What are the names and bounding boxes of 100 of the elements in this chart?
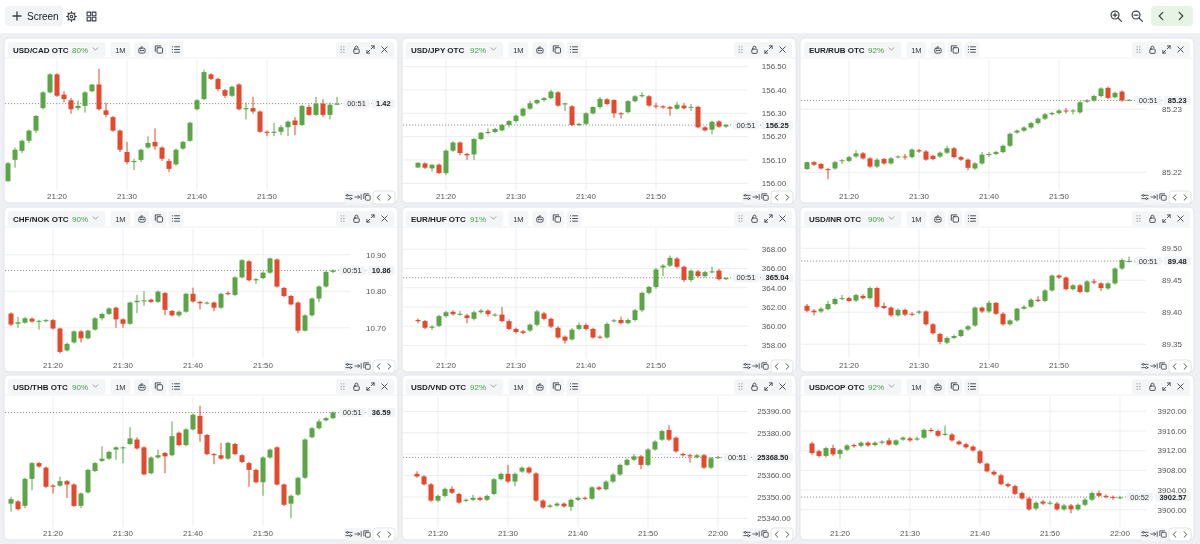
chart-subtitle: 90% [72,214,89,224]
y-tick-label: 364.00 [761,283,787,293]
candlestick [103,102,109,118]
x-tick-label: 21:50 [645,192,667,201]
candlestick [597,334,603,340]
candlestick [457,310,463,317]
candlestick [197,405,203,443]
candlestick [492,312,498,318]
y-tick-label: 358.00 [761,341,787,351]
y-tick-label: 89.45 [1161,276,1183,286]
candlestick [162,291,168,316]
candlestick [951,334,957,340]
candlestick [127,426,133,446]
y-tick-label: 3904.00 [1157,485,1188,495]
y-tick-label: 10.90 [365,250,387,260]
candlestick [837,448,843,460]
x-tick-label: 21:40 [575,361,597,370]
x-tick-label: 21:50 [1048,361,1070,370]
candlestick [288,494,294,519]
candlestick [914,436,920,442]
candlestick [576,321,582,331]
candlestick [618,316,624,325]
y-tick-label: 156.30 [761,109,787,119]
candlestick [554,501,560,508]
candlestick [127,300,133,326]
candlestick [702,125,708,133]
chart-title: USD/INR OTC [809,214,862,224]
candlestick [204,300,210,305]
x-tick-label: 21:20 [829,529,851,538]
x-tick-label: 21:50 [637,529,659,538]
candlestick [47,72,53,94]
chart-title: EUR/HUF OTC [411,214,466,224]
candlestick [239,258,245,279]
candlestick [916,309,922,315]
x-tick-label: 21:50 [1048,192,1070,201]
candlestick [246,461,252,488]
candlestick [1021,304,1027,311]
y-tick-label: 85.22 [1161,168,1183,178]
x-tick-label: 21:40 [182,361,204,370]
x-tick-label: 21:50 [645,361,667,370]
candlestick [463,497,469,503]
text: Screen [27,10,59,22]
candlestick [299,104,305,127]
candlestick [485,128,491,135]
candlestick [660,263,666,277]
candlestick [986,151,992,158]
x-tick-label: 21:30 [505,192,527,201]
candlestick [145,135,151,150]
candlestick [858,440,864,448]
y-tick-label: 89.50 [1161,244,1183,254]
candlestick [674,101,680,111]
y-tick-label: 362.00 [761,302,787,312]
candlestick [169,421,175,457]
candlestick [568,497,574,512]
candlestick [900,435,906,442]
candlestick [575,496,581,502]
candlestick [470,494,476,502]
chart-title: USD/JPY OTC [411,45,465,55]
candlestick [148,298,154,304]
x-tick-label: 21:20 [838,192,860,201]
y-tick-label: 156.00 [761,179,787,189]
y-tick-label: 25380.00 [757,428,792,438]
x-tick-label: 21:20 [435,192,457,201]
y-tick-label: 10.70 [365,323,387,333]
candlestick [190,287,196,304]
candlestick [120,317,126,329]
candlestick [443,149,449,176]
candlestick [839,158,845,165]
candlestick [12,147,18,169]
candlestick [232,275,238,297]
x-tick-label: 21:50 [1039,529,1061,538]
candlestick [330,268,336,274]
x-tick-label: 21:40 [575,192,597,201]
candlestick [909,311,915,317]
y-tick-label: 25390.00 [757,407,792,417]
chart-subtitle: 80% [72,45,89,55]
candlestick [464,313,470,324]
candlestick [907,436,913,443]
candlestick [120,445,126,464]
candlestick [688,103,694,112]
x-tick-label: 21:50 [252,361,274,370]
chart-title: USD/VND OTC [411,382,467,392]
candlestick [569,104,575,127]
candlestick [246,259,252,282]
candlestick [881,302,887,310]
y-tick-label: 3920.00 [1157,407,1188,417]
candlestick [1068,503,1074,514]
candlestick [85,468,91,494]
chart-title: EUR/RUB OTC [809,45,865,55]
chart-subtitle: 92% [470,45,487,55]
candlestick [1126,98,1132,102]
x-tick-label: 21:40 [186,192,208,201]
candlestick [715,455,721,460]
candlestick [1021,125,1027,133]
y-tick-label: 25340.00 [757,514,792,524]
x-tick-label: 21:20 [46,192,68,201]
chart-subtitle: 91% [470,214,487,224]
chart-title: CHF/NOK OTC [13,214,69,224]
candlestick [993,150,999,156]
x-tick-label: 21:20 [427,529,449,538]
